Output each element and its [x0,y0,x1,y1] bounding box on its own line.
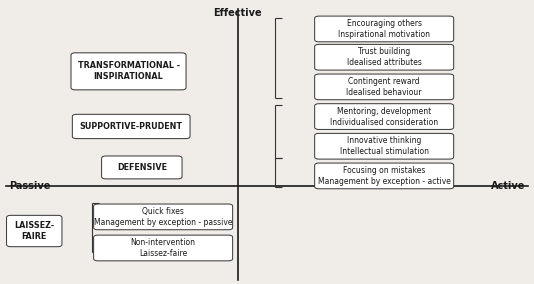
FancyBboxPatch shape [315,44,454,70]
Text: Active: Active [491,181,525,191]
Text: DEFENSIVE: DEFENSIVE [117,163,167,172]
Text: LAISSEZ-
FAIRE: LAISSEZ- FAIRE [14,221,54,241]
FancyBboxPatch shape [315,163,454,189]
Text: Focusing on mistakes
Management by exception - active: Focusing on mistakes Management by excep… [318,166,451,186]
FancyBboxPatch shape [93,235,233,261]
Text: TRANSFORMATIONAL -
INSPIRATIONAL: TRANSFORMATIONAL - INSPIRATIONAL [77,61,179,82]
FancyBboxPatch shape [71,53,186,90]
FancyBboxPatch shape [6,215,62,247]
FancyBboxPatch shape [315,16,454,42]
Text: Contingent reward
Idealised behaviour: Contingent reward Idealised behaviour [347,77,422,97]
Text: Non-intervention
Laissez-faire: Non-intervention Laissez-faire [131,238,195,258]
FancyBboxPatch shape [101,156,182,179]
Text: Encouraging others
Inspirational motivation: Encouraging others Inspirational motivat… [338,19,430,39]
Text: Effective: Effective [214,8,262,18]
Text: Trust building
Idealised attributes: Trust building Idealised attributes [347,47,422,67]
FancyBboxPatch shape [72,114,190,139]
FancyBboxPatch shape [93,204,233,230]
Text: SUPPORTIVE-PRUDENT: SUPPORTIVE-PRUDENT [80,122,183,131]
Text: Passive: Passive [9,181,50,191]
Text: Innovative thinking
Intellectual stimulation: Innovative thinking Intellectual stimula… [340,136,429,156]
Text: Mentoring, development
Individualised consideration: Mentoring, development Individualised co… [330,106,438,127]
FancyBboxPatch shape [315,104,454,130]
FancyBboxPatch shape [315,74,454,100]
Text: Quick fixes
Management by exception - passive: Quick fixes Management by exception - pa… [94,207,232,227]
FancyBboxPatch shape [315,133,454,159]
